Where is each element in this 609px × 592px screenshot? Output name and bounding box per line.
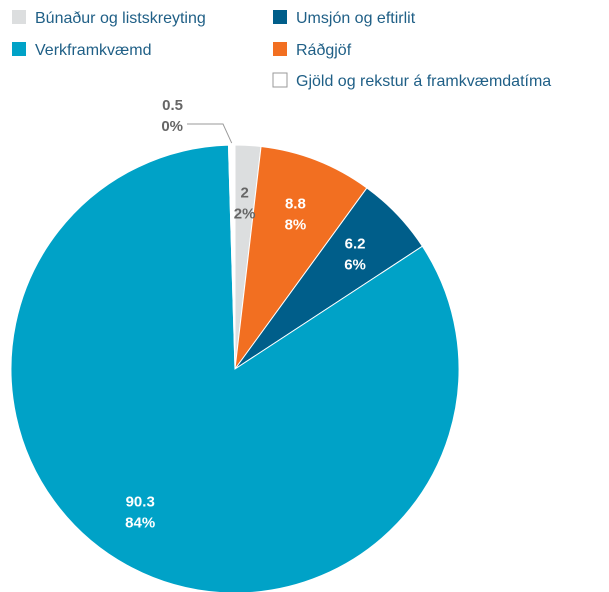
leader-line-gjold-og-rekstur-a-framkvaemdatima	[187, 123, 233, 144]
legend-label-gjold-og-rekstur-a-framkvaemdatima: Gjöld og rekstur á framkvæmdatíma	[296, 73, 551, 90]
slice-percent-label-gjold-og-rekstur-a-framkvaemdatima: 0%	[161, 118, 183, 135]
slice-radgjof	[234, 145, 368, 371]
legend-swatch-verkframkvaemd	[12, 42, 26, 56]
slice-percent-label-umsjon-og-eftirlit: 6%	[344, 257, 366, 274]
legend-swatch-umsjon-og-eftirlit	[273, 10, 287, 24]
slice-labels: 2 2% 8.8 8% 6.2 6% 90.3 84% 0.5 0%	[125, 97, 366, 531]
legend-swatch-gjold-og-rekstur-a-framkvaemdatima	[272, 72, 288, 88]
slice-percent-label-verkframkvaemd: 84%	[125, 514, 155, 531]
slice-gjold-og-rekstur-a-framkvaemdatima	[227, 144, 236, 370]
legend: Búnaður og listskreyting Verkframkvæmd Ums…	[12, 10, 551, 90]
legend-swatch-bunadur-og-listskreyting	[12, 10, 26, 24]
slice-value-label-gjold-og-rekstur-a-framkvaemdatima: 0.5	[162, 97, 183, 114]
legend-label-bunadur-og-listskreyting: Búnaður og listskreyting	[35, 10, 206, 27]
legend-label-verkframkvaemd: Verkframkvæmd	[35, 42, 151, 59]
legend-swatch-radgjof	[273, 42, 287, 56]
legend-label-radgjof: Ráðgjöf	[296, 42, 352, 59]
slice-percent-label-radgjof: 8%	[285, 217, 307, 234]
slice-value-label-bunadur-og-listskreyting: 2	[240, 185, 248, 202]
slice-value-label-verkframkvaemd: 90.3	[126, 493, 155, 510]
slice-value-label-radgjof: 8.8	[285, 196, 306, 213]
slice-percent-label-bunadur-og-listskreyting: 2%	[234, 206, 256, 223]
pie-slices	[10, 144, 460, 592]
legend-label-umsjon-og-eftirlit: Umsjón og eftirlit	[296, 10, 416, 27]
slice-value-label-umsjon-og-eftirlit: 6.2	[345, 236, 366, 253]
